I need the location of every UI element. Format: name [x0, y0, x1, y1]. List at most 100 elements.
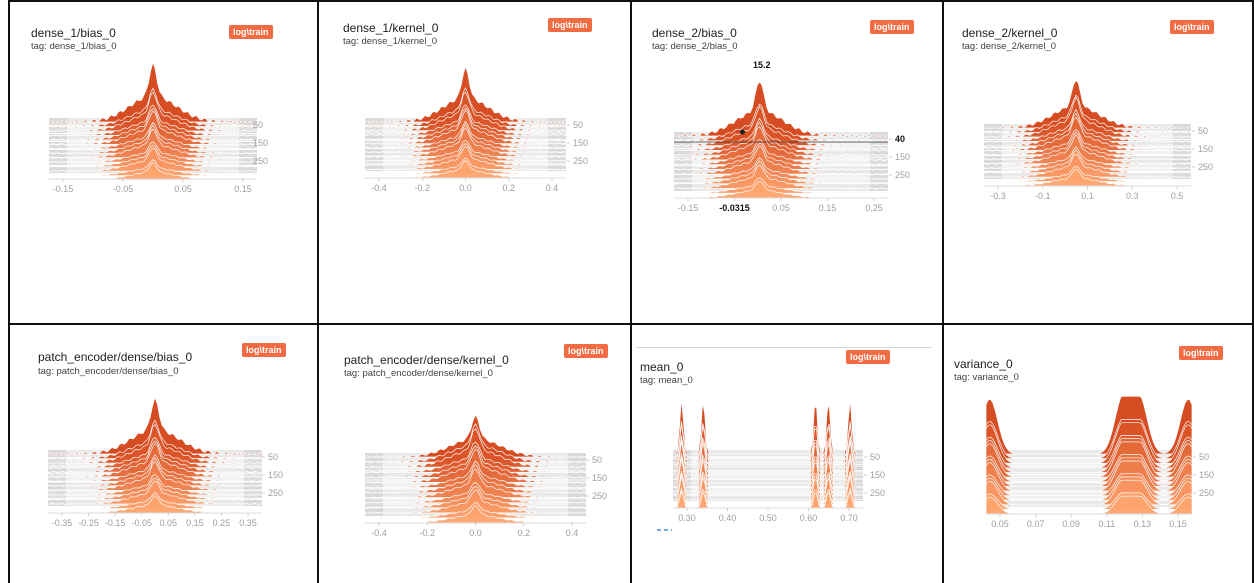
histogram-ridge [48, 147, 258, 173]
histogram-ridge [983, 149, 1192, 174]
x-tick-label: 0.0 [459, 183, 472, 193]
y-tick-label: 150 [573, 138, 588, 148]
x-tick-label: 0.13 [1134, 519, 1152, 529]
histogram-band-edge [244, 466, 262, 474]
panel-tag: tag: dense_2/bias_0 [652, 41, 738, 52]
histogram-band [674, 183, 888, 191]
histogram-band [673, 479, 863, 487]
histogram-band-edge [673, 494, 691, 501]
panel-tag: tag: dense_1/kernel_0 [343, 36, 438, 47]
histogram-band-edge [365, 498, 383, 507]
x-tick-label: -0.05 [131, 518, 152, 528]
x-tick-label: 0.05 [160, 518, 178, 528]
histogram-band-edge [239, 150, 257, 157]
x-tick-label: 0.40 [719, 513, 737, 523]
histogram-band [984, 148, 1191, 155]
run-badge[interactable]: log\train [242, 343, 286, 357]
histogram-band-edge [244, 482, 262, 490]
histogram-ridge [364, 120, 567, 149]
histogram-band [984, 172, 1191, 179]
histogram-ridge [46, 396, 263, 457]
y-tick-label: 250 [592, 491, 607, 501]
x-tick-label: -0.2 [419, 528, 435, 538]
run-badge[interactable]: log\train [564, 344, 608, 358]
run-badge[interactable]: log\train [548, 18, 592, 32]
histogram-band-edge [986, 491, 1004, 499]
histogram-ridge [983, 165, 1192, 183]
histogram-band [986, 483, 1192, 491]
histogram-band [365, 125, 566, 133]
histogram-ridge [47, 454, 263, 483]
histogram-ridge [47, 437, 263, 469]
histogram-ridge [985, 419, 1193, 459]
run-badge[interactable]: log\train [1170, 20, 1214, 34]
histogram-band-edge [365, 480, 383, 489]
x-tick-label: 0.15 [1169, 519, 1187, 529]
histogram-band-edge [984, 132, 1002, 139]
histogram-band-edge [870, 166, 888, 174]
histogram-ridge [985, 479, 1193, 506]
histogram-band-edge [984, 156, 1002, 163]
histogram-band-edge [568, 489, 586, 498]
histogram-band [673, 457, 863, 464]
histogram-ridge [47, 423, 263, 465]
histogram-ridge [985, 460, 1193, 492]
histogram-ridge [672, 423, 864, 463]
histogram-ridge [673, 145, 889, 176]
x-tick-label: -0.0315 [719, 203, 750, 213]
panel-title: dense_1/kernel_0 [343, 21, 439, 35]
x-tick-label: -0.05 [113, 184, 134, 194]
histogram-ridge [673, 177, 889, 195]
x-tick-label: 0.15 [186, 518, 204, 528]
y-tick-label: 250 [1199, 488, 1214, 498]
y-tick-label: 50 [573, 120, 583, 130]
panel-tag: tag: variance_0 [954, 372, 1019, 383]
panel-separator [8, 0, 10, 583]
histogram-ridge [985, 395, 1193, 455]
histogram-band-edge [239, 166, 257, 173]
y-tick-label: 250 [870, 488, 885, 498]
histogram-ridge [47, 419, 263, 460]
histogram-band-edge [1174, 474, 1192, 483]
panel-separator [1252, 0, 1254, 583]
histogram-ridge [672, 421, 864, 459]
histogram-ridge [673, 157, 889, 180]
histogram-band-edge [870, 174, 888, 183]
histogram-ridge [985, 441, 1193, 478]
run-badge[interactable]: log\train [870, 20, 914, 34]
panel-top-rule [636, 347, 932, 348]
panel-separator [317, 0, 319, 583]
histogram-ridge [364, 107, 567, 141]
histogram-ridge [364, 427, 587, 469]
y-tick-label: 50 [592, 455, 602, 465]
run-badge[interactable]: log\train [846, 350, 890, 364]
run-badge[interactable]: log\train [229, 25, 273, 39]
x-tick-label: -0.4 [371, 183, 387, 193]
histogram-band-edge [673, 472, 691, 479]
x-tick-label: 0.4 [566, 528, 579, 538]
histogram-band-edge [48, 450, 66, 458]
histogram-band-edge [1174, 483, 1192, 491]
histogram-band-edge [239, 158, 257, 165]
histogram-band [48, 474, 262, 482]
run-badge[interactable]: log\train [1179, 346, 1223, 360]
histogram-band-edge [48, 498, 66, 506]
y-tick-label: 150 [592, 473, 607, 483]
histogram-band [365, 453, 586, 462]
histogram-band-edge [1174, 450, 1192, 458]
histogram-band [49, 166, 257, 173]
histogram-band-edge [674, 140, 692, 149]
histogram-ridge [983, 96, 1192, 139]
histogram-band-edge [365, 125, 383, 133]
panel-tag: tag: mean_0 [640, 375, 693, 386]
histogram-ridge [985, 492, 1193, 510]
y-tick-label: 250 [1198, 162, 1213, 172]
histogram-band-edge [49, 134, 67, 141]
histogram-ridge [673, 121, 889, 157]
histogram-ridge [364, 463, 587, 494]
histogram-band-edge [1174, 458, 1192, 466]
histogram-band [365, 498, 586, 507]
histogram-band-edge [48, 458, 66, 466]
